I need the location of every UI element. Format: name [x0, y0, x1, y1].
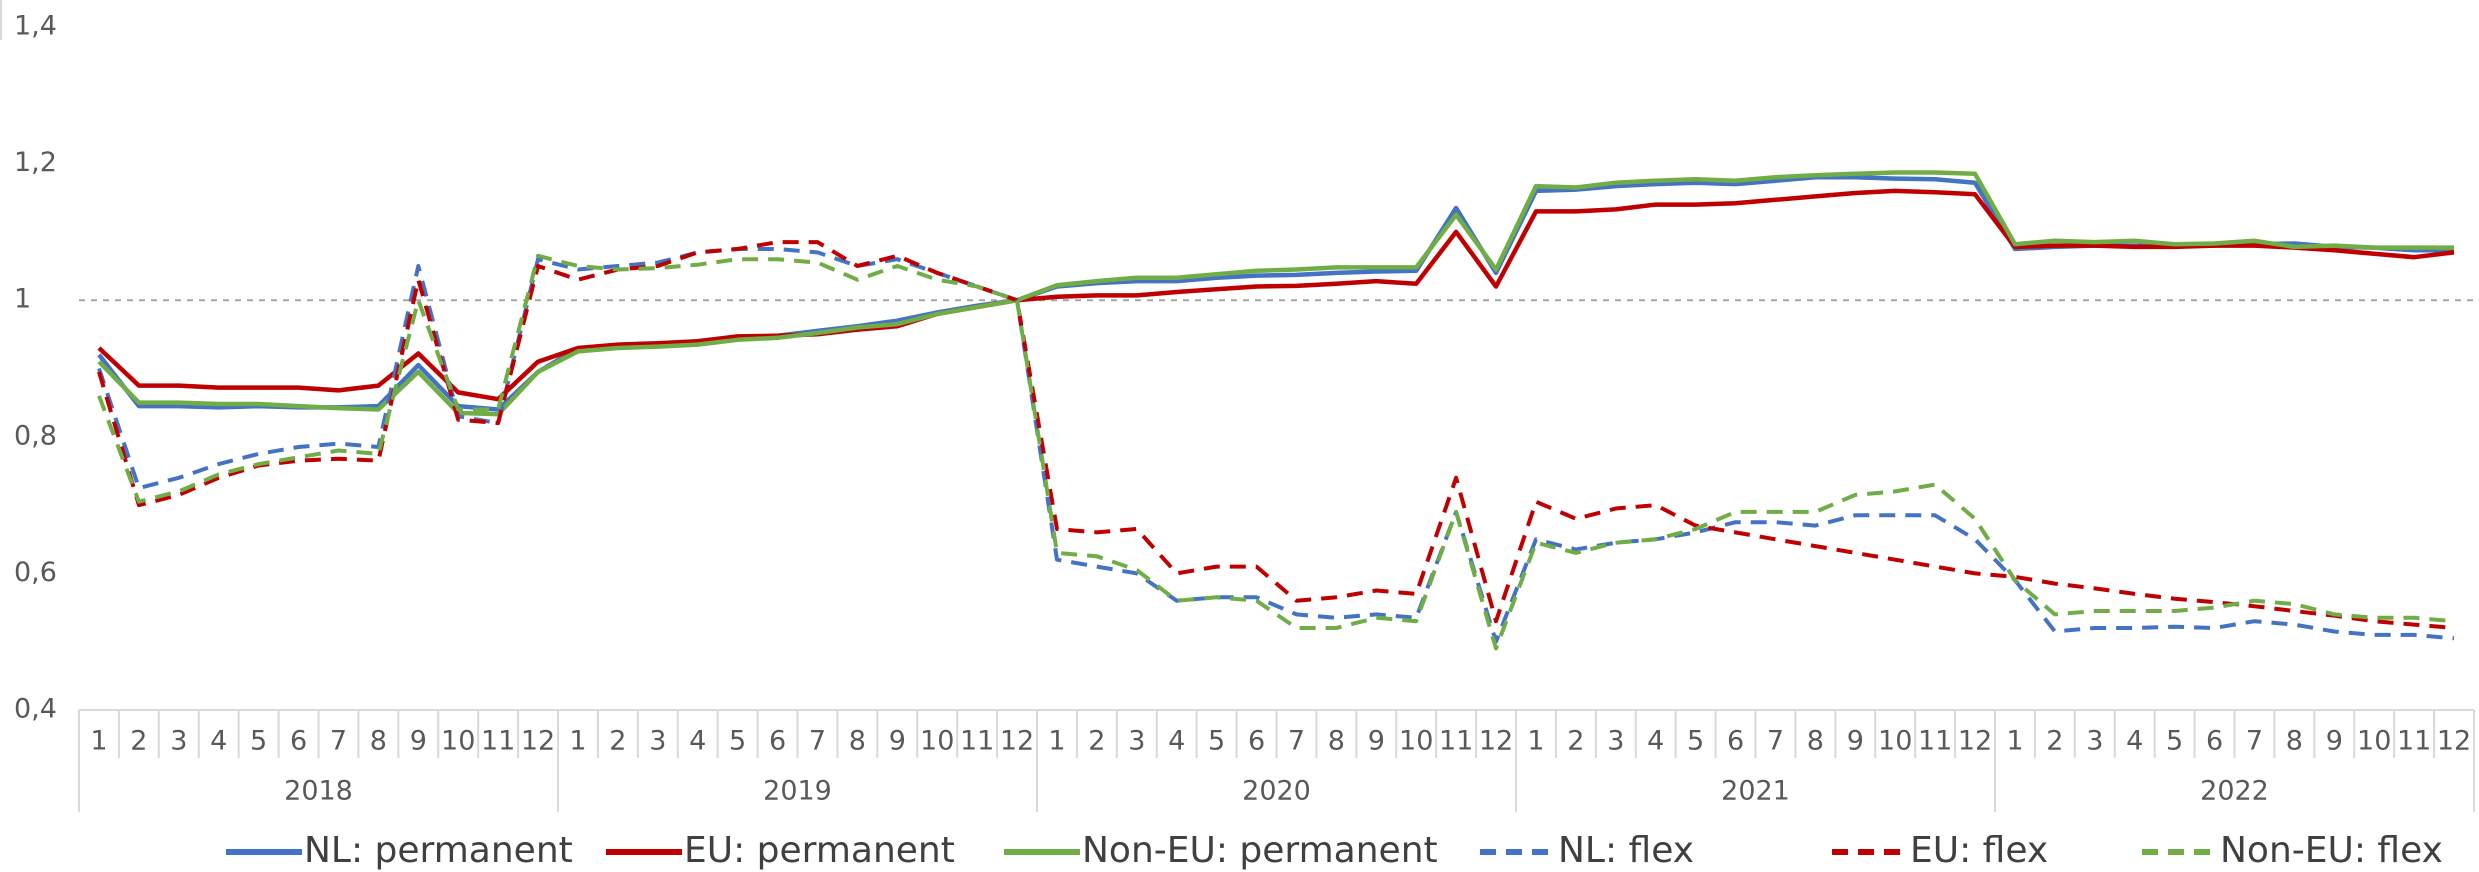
x-tick-label: 3: [1607, 726, 1624, 757]
y-tick-label: 0,8: [14, 420, 57, 451]
x-tick-label: 4: [2126, 726, 2143, 757]
x-tick-label: 2: [1088, 726, 1105, 757]
x-tick-label: 8: [370, 726, 387, 757]
x-tick-label: 10: [920, 726, 954, 757]
x-tick-label: 8: [1807, 726, 1824, 757]
x-tick-label: 3: [1128, 726, 1145, 757]
x-tick-label: 5: [1208, 726, 1225, 757]
x-tick-label: 7: [1288, 726, 1305, 757]
x-tick-label: 1: [1527, 726, 1544, 757]
x-tick-label: 4: [1168, 726, 1185, 757]
legend-label: Non-EU: permanent: [1082, 830, 1438, 871]
x-tick-label: 8: [2286, 726, 2303, 757]
series-line: [97, 240, 2455, 630]
y-tick-label: 0,6: [14, 557, 57, 588]
x-tick-label: 6: [2206, 726, 2223, 757]
x-tick-label: 5: [2166, 726, 2183, 757]
x-tick-label: 11: [1918, 726, 1952, 757]
x-tick-label: 9: [889, 726, 906, 757]
group-label: 2018: [284, 776, 353, 807]
x-tick-label: 12: [1000, 726, 1034, 757]
x-tick-label: 7: [2246, 726, 2263, 757]
x-tick-label: 1: [2006, 726, 2023, 757]
y-tick-label: 1: [14, 284, 31, 315]
series-line: [97, 175, 2454, 412]
x-tick-label: 12: [2437, 726, 2471, 757]
x-tick-label: 6: [1727, 726, 1744, 757]
x-tick-label: 5: [729, 726, 746, 757]
x-tick-label: 10: [1878, 726, 1912, 757]
x-tick-label: 1: [1048, 726, 1065, 757]
group-label: 2022: [2200, 776, 2269, 807]
x-tick-label: 1: [90, 726, 107, 757]
x-tick-label: 11: [960, 726, 994, 757]
x-tick-label: 11: [2397, 726, 2431, 757]
legend-label: NL: flex: [1558, 830, 1694, 871]
x-tick-label: 4: [1647, 726, 1664, 757]
x-tick-label: 9: [410, 726, 427, 757]
group-label: 2021: [1721, 776, 1790, 807]
x-tick-label: 7: [809, 726, 826, 757]
x-tick-label: 5: [250, 726, 267, 757]
x-tick-label: 6: [769, 726, 786, 757]
x-tick-label: 7: [330, 726, 347, 757]
x-tick-label: 9: [1368, 726, 1385, 757]
x-tick-label: 12: [1479, 726, 1513, 757]
x-tick-label: 3: [649, 726, 666, 757]
y-tick-label: 1,2: [14, 147, 57, 178]
legend-label: Non-EU: flex: [2220, 830, 2443, 871]
x-tick-label: 11: [1439, 726, 1473, 757]
x-tick-label: 3: [170, 726, 187, 757]
group-label: 2019: [763, 776, 832, 807]
x-tick-label: 8: [849, 726, 866, 757]
series-line: [97, 247, 2455, 644]
x-tick-label: 2: [130, 726, 147, 757]
y-tick-label: 1,4: [14, 11, 57, 42]
x-tick-label: 7: [1767, 726, 1784, 757]
x-tick-label: 10: [1399, 726, 1433, 757]
series-line: [97, 188, 2455, 402]
x-tick-label: 1: [569, 726, 586, 757]
legend-label: EU: flex: [1910, 830, 2048, 871]
x-tick-label: 9: [1847, 726, 1864, 757]
x-tick-label: 10: [441, 726, 475, 757]
legend-label: NL: permanent: [304, 830, 573, 871]
legend-label: EU: permanent: [684, 830, 955, 871]
x-tick-label: 12: [1958, 726, 1992, 757]
x-tick-label: 8: [1328, 726, 1345, 757]
group-label: 2020: [1242, 776, 1311, 807]
x-tick-label: 11: [481, 726, 515, 757]
series-line: [97, 170, 2454, 417]
x-tick-label: 5: [1687, 726, 1704, 757]
x-tick-label: 10: [2357, 726, 2391, 757]
x-tick-label: 2: [1567, 726, 1584, 757]
y-tick-label: 0,4: [14, 694, 57, 725]
x-tick-label: 12: [521, 726, 555, 757]
x-tick-label: 2: [2046, 726, 2063, 757]
x-tick-label: 4: [210, 726, 227, 757]
x-tick-label: 6: [290, 726, 307, 757]
x-tick-label: 2: [609, 726, 626, 757]
x-tick-label: 3: [2086, 726, 2103, 757]
x-tick-label: 4: [689, 726, 706, 757]
x-tick-label: 6: [1248, 726, 1265, 757]
x-tick-label: 9: [2326, 726, 2343, 757]
